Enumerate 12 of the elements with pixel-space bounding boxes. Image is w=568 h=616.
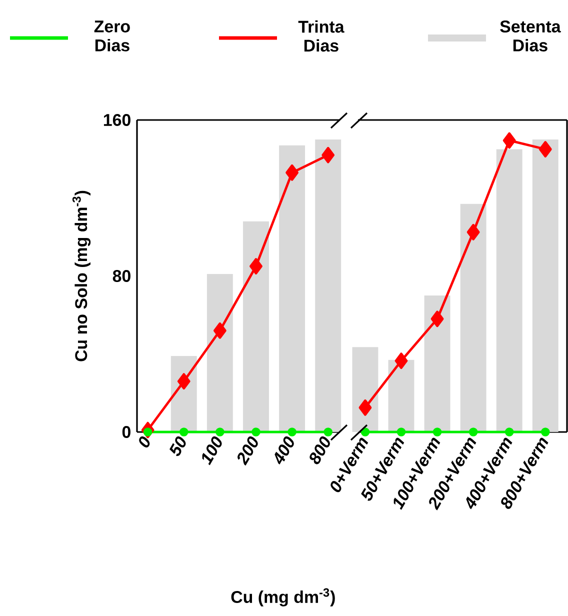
y-tick-label: 80 bbox=[112, 270, 130, 282]
legend-label: Trinta Dias bbox=[298, 20, 344, 52]
x-tick-label: 50 bbox=[170, 436, 186, 456]
x-tick-label: 400 bbox=[274, 436, 294, 465]
x-tick-label: 0 bbox=[139, 436, 150, 448]
y-axis-title: Cu no Solo (mg dm$^{-3}$) bbox=[72, 190, 91, 362]
y-tick-label: 160 bbox=[104, 114, 130, 126]
legend-label: Zero Dias bbox=[94, 20, 130, 52]
x-tick-label: 800 bbox=[310, 436, 330, 464]
legend-label: Setenta Dias bbox=[500, 20, 561, 52]
x-axis-title: Cu (mg dm$^{-3}$) bbox=[231, 588, 335, 606]
y-tick-label: 0 bbox=[122, 426, 130, 438]
